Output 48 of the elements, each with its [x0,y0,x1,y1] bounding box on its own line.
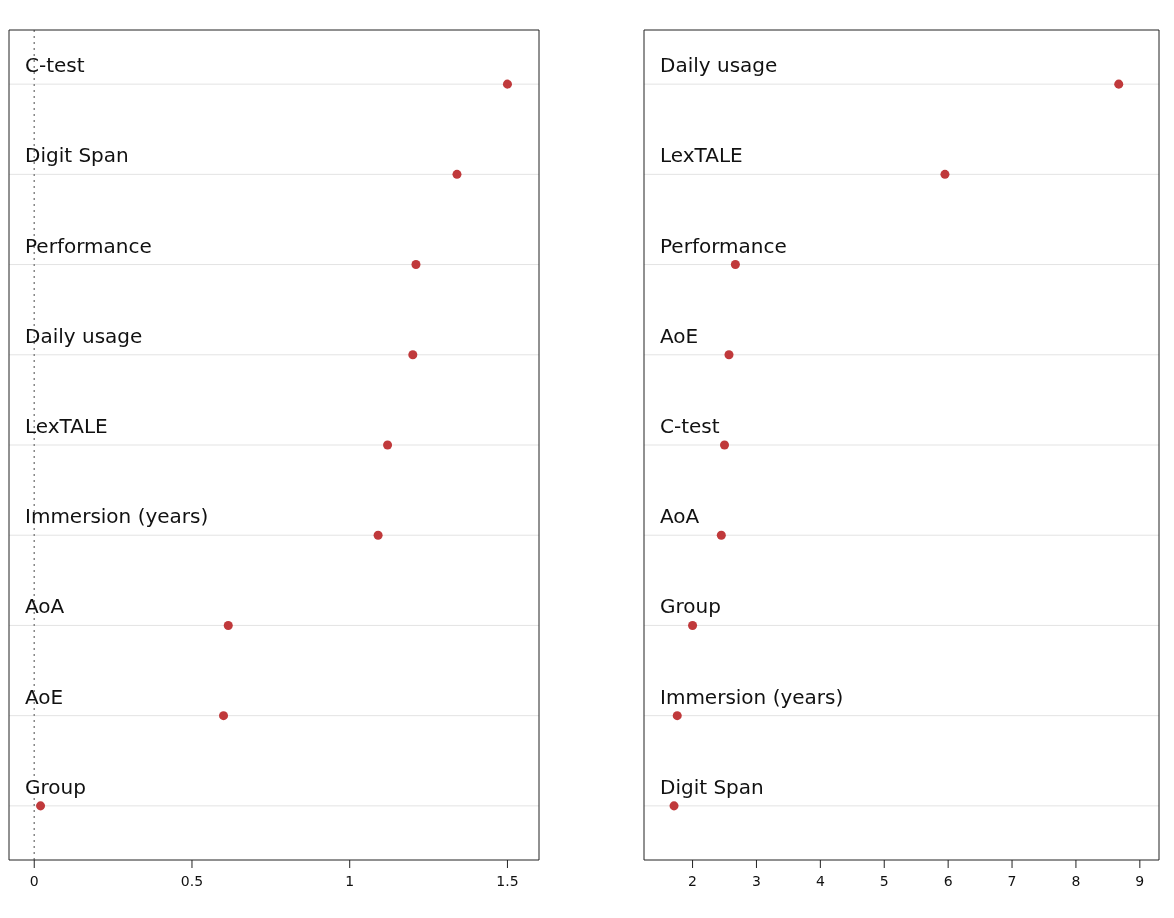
y-tick-label: LexTALE [660,143,743,168]
point [502,79,512,89]
x-tick-label: 1.5 [496,872,519,889]
y-tick-label: C-test [25,53,85,78]
x-tick-label: 0.5 [180,872,204,889]
x-tick-label: 9 [1135,872,1145,889]
point [219,711,229,721]
point [669,801,679,811]
x-tick-label: 5 [879,872,889,889]
point [724,350,734,360]
point [411,260,421,270]
point [1114,79,1124,89]
x-tick-label: 6 [943,872,953,889]
point [408,350,418,360]
x-tick-label: 8 [1071,872,1081,889]
point [383,440,393,450]
point [672,711,682,721]
point [730,260,740,270]
y-tick-label: Immersion (years) [25,504,209,529]
x-tick-label: 1 [345,872,355,889]
y-tick-label: Performance [25,233,152,258]
y-tick-label: AoE [25,684,64,709]
x-tick-label: 3 [752,872,761,889]
y-tick-label: AoA [25,594,65,619]
x-tick-label: 0 [29,872,39,889]
y-tick-label: Digit Span [660,774,764,799]
y-tick-label: AoA [660,504,700,529]
x-tick-label: 7 [1007,872,1017,889]
point [36,801,46,811]
point [223,620,233,630]
y-tick-label: LexTALE [25,414,108,438]
x-tick-label: 4 [815,872,825,889]
point [940,169,950,179]
y-tick-label: C-test [660,414,720,438]
point [719,440,730,450]
y-tick-label: Daily usage [660,53,778,78]
point [452,169,462,179]
x-tick-label: 2 [688,872,698,889]
y-tick-label: Performance [660,233,787,258]
point [373,530,383,540]
y-tick-label: Daily usage [25,323,143,348]
y-tick-label: AoE [660,323,699,348]
point [716,530,726,540]
point [688,620,698,630]
y-tick-label: Immersion (years) [660,684,844,709]
y-tick-label: Group [660,594,721,619]
y-tick-label: Digit Span [25,143,129,168]
y-tick-label: Group [25,774,86,799]
